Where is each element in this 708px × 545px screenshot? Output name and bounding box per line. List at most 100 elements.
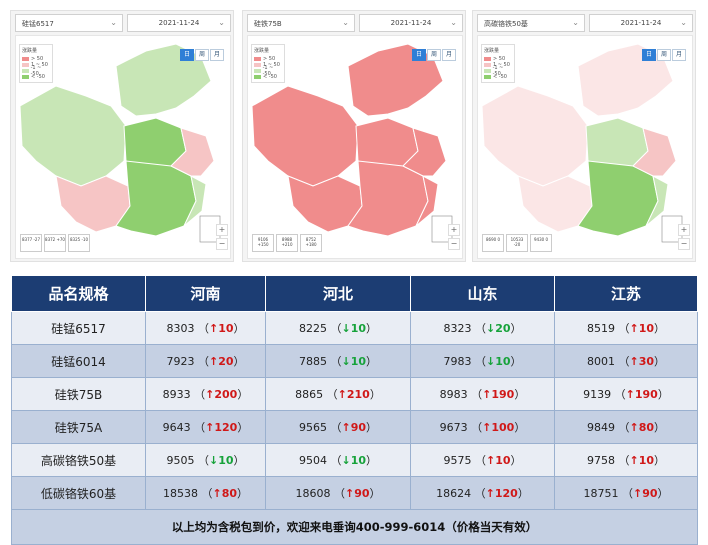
map-summary: 8377 -27 8372 +70 8325 -10 [20, 234, 92, 252]
legend-item: > 50 [484, 56, 512, 62]
price-change: 10 [638, 322, 655, 335]
price-cell: 9758 （↑10） [554, 443, 698, 477]
product-name-cell: 硅铁75A [11, 410, 146, 444]
period-day-button[interactable]: 日 [642, 49, 656, 61]
paren-close: ） [366, 355, 378, 368]
price-change: 190 [634, 388, 658, 401]
price-cell: 9504 （↓10） [265, 443, 411, 477]
price-change: 10 [218, 454, 234, 467]
period-day-button[interactable]: 日 [180, 49, 194, 61]
period-week-button[interactable]: 周 [427, 49, 441, 61]
zoom-in-button[interactable]: + [678, 224, 690, 236]
column-header-jiangsu: 江苏 [554, 275, 698, 312]
map-panel-ferrochrome: 高碳铬铁50基 ⌄ 2021-11-24 ⌄ 涨跌量 > 50 1 ~ 50 -1 … [472, 10, 696, 262]
legend-item: < -50 [22, 74, 50, 80]
paren-open: （ [618, 454, 630, 467]
price-value: 9758 [586, 454, 615, 467]
price-change: 100 [491, 421, 515, 434]
period-week-button[interactable]: 周 [195, 49, 209, 61]
date-select-value: 2021-11-24 [620, 19, 662, 27]
price-change: 190 [491, 388, 515, 401]
legend-title: 涨跌量 [22, 48, 38, 54]
product-select[interactable]: 高碳铬铁50基 ⌄ [477, 14, 585, 32]
price-change: 10 [350, 322, 367, 335]
china-map[interactable]: 涨跌量 > 50 1 ~ 50 -1 ~ -50 < -50 日 周 月 910… [247, 35, 463, 259]
arrow-up-icon: ↑ [485, 454, 496, 467]
date-select[interactable]: 2021-11-24 ⌄ [589, 14, 693, 32]
price-cell: 8225 （↓10） [265, 311, 411, 345]
price-value: 9849 [586, 421, 615, 434]
product-select[interactable]: 硅锰6517 ⌄ [15, 14, 123, 32]
summary-box: 8690 0 [482, 234, 504, 252]
zoom-in-button[interactable]: + [448, 224, 460, 236]
product-select[interactable]: 硅铁75B ⌄ [247, 14, 355, 32]
price-value: 9565 [298, 421, 327, 434]
summary-box: 9430 0 [530, 234, 552, 252]
price-cell: 8519 （↑10） [554, 311, 698, 345]
paren-open: （ [614, 388, 626, 401]
zoom-controls: + − [678, 222, 690, 250]
arrow-up-icon: ↑ [205, 421, 215, 434]
price-change: 90 [642, 487, 658, 500]
price-cell: 8303 （↑10） [145, 311, 266, 345]
paren-open: （ [326, 388, 338, 401]
legend-label: > 50 [263, 56, 276, 62]
price-value: 8865 [295, 388, 324, 401]
price-cell: 9849 （↑80） [554, 410, 698, 444]
china-map-graphic [481, 43, 683, 243]
paren-close: ） [510, 454, 522, 467]
map-legend: 涨跌量 > 50 1 ~ 50 -1 ~ -50 < -50 [251, 44, 285, 83]
arrow-up-icon: ↑ [629, 421, 639, 434]
price-change: 80 [638, 421, 655, 434]
price-change: 210 [346, 388, 370, 401]
zoom-out-button[interactable]: − [448, 238, 460, 250]
china-map[interactable]: 涨跌量 > 50 1 ~ 50 -1 ~ -50 < -50 日 周 月 869… [477, 35, 693, 259]
period-day-button[interactable]: 日 [412, 49, 426, 61]
price-value: 8933 [162, 388, 191, 401]
china-map-graphic [251, 43, 453, 243]
date-select[interactable]: 2021-11-24 ⌄ [127, 14, 231, 32]
paren-close: ） [510, 355, 522, 368]
price-value: 7923 [166, 355, 195, 368]
legend-label: 1 ~ 50 [263, 62, 280, 68]
table-footer-row: 以上均为含税包到价，欢迎来电垂询400-999-6014（价格当天有效） [11, 509, 698, 545]
price-cell: 7983 （↓10） [410, 344, 555, 378]
paren-open: （ [197, 322, 209, 335]
price-cell: 9505 （↓10） [145, 443, 266, 477]
legend-title: 涨跌量 [254, 48, 270, 54]
paren-close: ） [654, 322, 666, 335]
paren-close: ） [654, 355, 666, 368]
arrow-down-icon: ↓ [341, 322, 351, 335]
period-month-button[interactable]: 月 [672, 49, 686, 61]
price-value: 9643 [162, 421, 191, 434]
table-header-row: 品名规格 河南 河北 山东 江苏 [11, 275, 698, 312]
arrow-down-icon: ↓ [485, 355, 496, 368]
period-month-button[interactable]: 月 [210, 49, 224, 61]
legend-title: 涨跌量 [484, 48, 500, 54]
arrow-up-icon: ↑ [629, 355, 639, 368]
price-cell: 9139 （↑190） [554, 377, 698, 411]
zoom-in-button[interactable]: + [216, 224, 228, 236]
zoom-out-button[interactable]: − [678, 238, 690, 250]
china-map[interactable]: 涨跌量 > 50 1 ~ 50 -1 ~ -50 < -50 日 周 月 837… [15, 35, 231, 259]
arrow-up-icon: ↑ [632, 487, 643, 500]
period-month-button[interactable]: 月 [442, 49, 456, 61]
price-value: 9505 [166, 454, 195, 467]
price-change: 120 [494, 487, 518, 500]
legend-label: < -50 [31, 74, 45, 80]
map-legend: 涨跌量 > 50 1 ~ 50 -1 ~ -50 < -50 [19, 44, 53, 83]
summary-box: 8988 +210 [276, 234, 298, 252]
arrow-up-icon: ↑ [629, 322, 639, 335]
column-header-shandong: 山东 [410, 275, 555, 312]
period-week-button[interactable]: 周 [657, 49, 671, 61]
summary-box: 9106 +150 [252, 234, 274, 252]
price-value: 9139 [583, 388, 612, 401]
price-change: 20 [495, 322, 511, 335]
paren-close: ） [366, 322, 378, 335]
legend-item: -1 ~ -50 [484, 65, 512, 77]
paren-close: ） [654, 454, 666, 467]
date-select[interactable]: 2021-11-24 ⌄ [359, 14, 463, 32]
chevron-down-icon: ⌄ [680, 18, 687, 27]
zoom-out-button[interactable]: − [216, 238, 228, 250]
price-value: 18751 [583, 487, 619, 500]
